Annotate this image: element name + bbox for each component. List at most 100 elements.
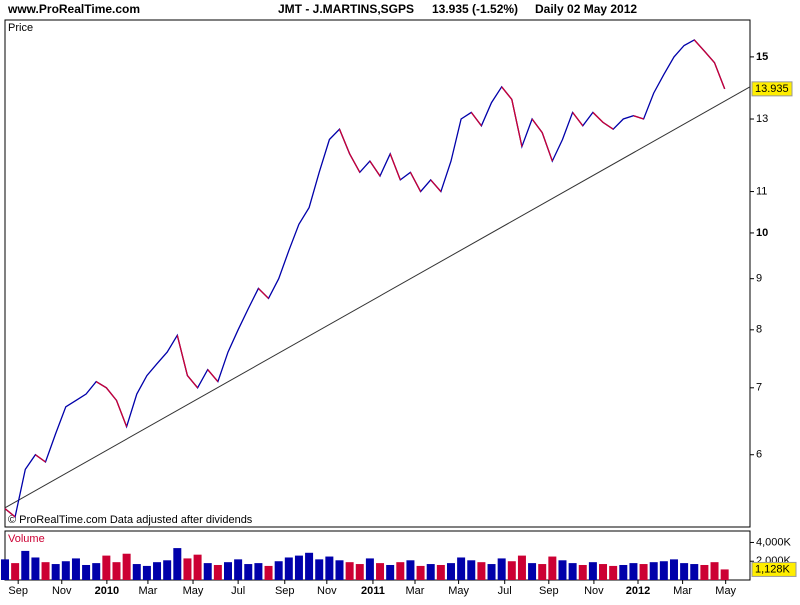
x-tick-label: Mar <box>673 585 692 597</box>
volume-bar <box>305 552 314 580</box>
y-tick-label: 13 <box>756 113 768 125</box>
volume-bar <box>51 564 60 580</box>
x-tick-label: Sep <box>8 585 28 597</box>
volume-bar <box>153 562 162 580</box>
volume-bar <box>578 564 587 580</box>
volume-bar <box>700 564 709 580</box>
volume-bar <box>234 559 243 580</box>
down-segment <box>592 111 604 123</box>
volume-bar <box>284 557 293 580</box>
volume-bar <box>599 564 608 580</box>
x-tick-label: 2010 <box>95 585 119 597</box>
volume-bar <box>487 564 496 580</box>
panel-title: Price <box>8 22 33 34</box>
x-tick-label: May <box>183 585 204 597</box>
down-segment <box>693 39 705 52</box>
volume-bar <box>355 564 364 580</box>
x-tick-label: 2011 <box>361 585 385 597</box>
down-segment <box>430 179 442 192</box>
down-segment <box>602 121 614 130</box>
volume-bar <box>558 560 567 580</box>
volume-bar <box>396 562 405 580</box>
down-segment <box>531 118 543 133</box>
volume-bar <box>203 563 212 580</box>
volume-bar <box>457 557 466 580</box>
down-segment <box>207 369 219 383</box>
volume-bar <box>315 559 324 580</box>
last-volume-box <box>751 561 797 577</box>
y-tick-label: 6 <box>756 449 762 461</box>
x-tick-label: Sep <box>275 585 295 597</box>
x-tick-label: May <box>448 585 469 597</box>
down-segment <box>572 111 584 127</box>
volume-bar <box>669 559 678 580</box>
volume-bar <box>477 562 486 580</box>
volume-bar <box>335 560 344 580</box>
volume-bar <box>31 557 40 580</box>
down-segment <box>369 160 381 177</box>
volume-bar <box>416 565 425 580</box>
volume-bar <box>274 561 283 580</box>
volume-bar <box>11 563 20 580</box>
down-segment <box>389 153 401 181</box>
volume-bar <box>254 563 263 580</box>
volume-bar <box>538 564 547 580</box>
volume-bar <box>649 562 658 580</box>
x-tick-label: Mar <box>406 585 425 597</box>
down-segment <box>186 375 199 389</box>
last-price-label: 13.935 <box>755 83 789 95</box>
volume-bar <box>629 563 638 580</box>
down-segment <box>4 508 16 518</box>
volume-bar <box>71 558 80 580</box>
volume-bar <box>173 548 182 580</box>
y-tick-label: 4,000K <box>756 536 792 548</box>
volume-bar <box>193 554 202 580</box>
down-segment <box>470 111 482 127</box>
volume-bar <box>720 569 729 580</box>
volume-bar <box>507 561 516 580</box>
x-tick-label: Sep <box>539 585 559 597</box>
volume-bar <box>426 564 435 580</box>
down-segment <box>349 153 361 173</box>
volume-bar <box>1 559 9 580</box>
x-tick-label: Mar <box>138 585 157 597</box>
volume-bar <box>497 558 506 580</box>
y-tick-label: 10 <box>756 227 768 239</box>
footnote: © ProRealTime.com Data adjusted after di… <box>8 514 253 526</box>
y-tick-label: 9 <box>756 273 762 285</box>
down-segment <box>633 115 644 120</box>
down-segment <box>501 86 513 100</box>
down-segment <box>105 387 118 401</box>
down-segment <box>703 50 716 64</box>
period: Daily 02 May 2012 <box>535 2 637 16</box>
volume-bar <box>639 564 648 580</box>
volume-bar <box>588 562 597 580</box>
volume-bar <box>102 555 111 580</box>
down-segment <box>409 171 422 192</box>
volume-bar <box>619 564 628 580</box>
volume-bar <box>82 564 91 580</box>
down-segment <box>95 381 107 389</box>
volume-bar <box>325 556 334 580</box>
down-segment <box>541 132 553 162</box>
x-tick-label: Jul <box>498 585 512 597</box>
volume-bar <box>659 561 668 580</box>
volume-bar <box>386 564 395 580</box>
x-tick-label: Jul <box>231 585 245 597</box>
volume-bar <box>365 558 374 580</box>
down-segment <box>257 287 269 299</box>
down-segment <box>713 62 726 90</box>
x-tick-label: May <box>715 585 736 597</box>
volume-bar <box>213 564 222 580</box>
x-tick-label: Nov <box>317 585 337 597</box>
volume-bar <box>112 562 121 580</box>
volume-bar <box>163 560 172 580</box>
volume-bar <box>61 561 70 580</box>
last-volume-label: 1,128K <box>755 563 791 575</box>
y-tick-label: 15 <box>756 51 768 63</box>
y-tick-label: 8 <box>756 324 762 336</box>
down-segment <box>115 400 128 427</box>
volume-bar <box>406 560 415 580</box>
